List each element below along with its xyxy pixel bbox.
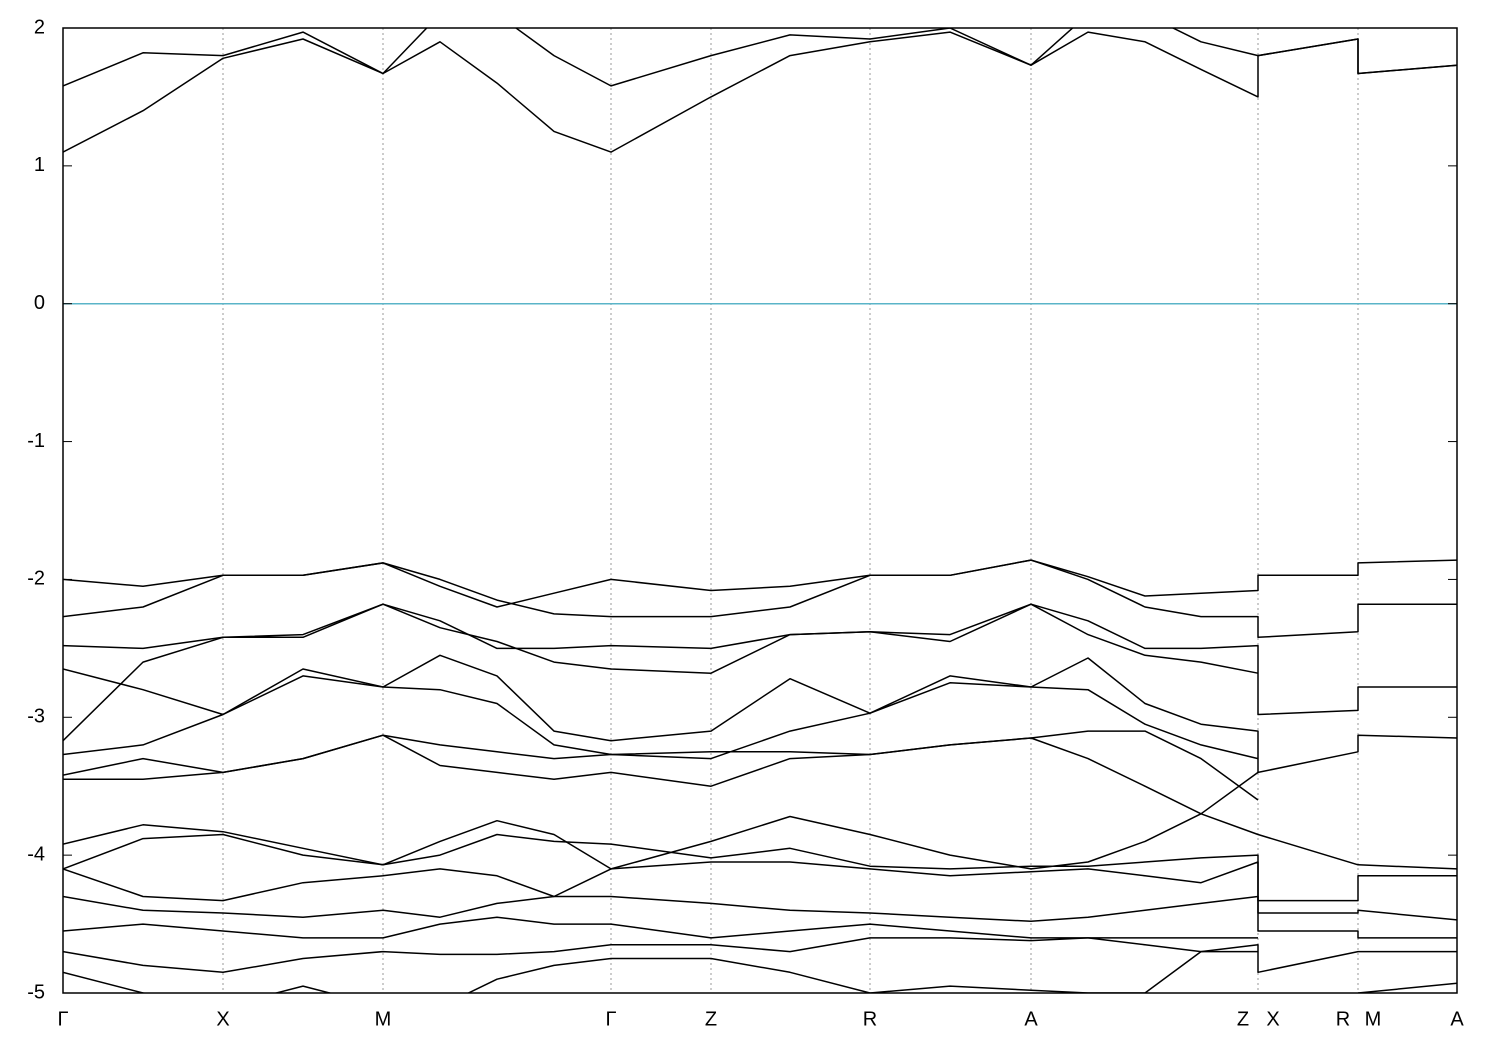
x-tick-label: M <box>375 1008 392 1030</box>
band-line <box>63 654 1457 774</box>
band-line <box>63 28 1457 87</box>
x-tick-label: M <box>1365 1008 1382 1030</box>
y-tick-label: -1 <box>27 430 45 452</box>
x-tick-label: Z <box>1237 1008 1249 1030</box>
y-tick-label: 0 <box>34 292 45 314</box>
band-line <box>63 559 1457 639</box>
band-line <box>63 603 1259 742</box>
x-tick-label: X <box>1266 1008 1279 1030</box>
band-line <box>63 559 1457 608</box>
x-tick-label: A <box>1024 1008 1038 1030</box>
band-line <box>63 937 1258 974</box>
band-line <box>63 734 1259 815</box>
x-tick-label: Z <box>705 1008 717 1030</box>
x-tick-label: R <box>1336 1008 1350 1030</box>
y-tick-label: 1 <box>34 154 45 176</box>
band-line <box>63 730 1259 801</box>
band-line <box>63 31 1457 153</box>
band-line <box>63 861 1457 921</box>
y-tick-label: -4 <box>27 843 45 865</box>
y-tick-label: 2 <box>34 16 45 38</box>
band-line <box>63 895 1457 939</box>
band-line <box>63 916 1457 974</box>
y-tick-label: -5 <box>27 981 45 1003</box>
band-line <box>63 950 1457 993</box>
plot-frame <box>62 27 1458 994</box>
x-tick-label: X <box>216 1008 229 1030</box>
y-tick-label: -3 <box>27 706 45 728</box>
band-line <box>63 668 1259 760</box>
y-tick-label: -2 <box>27 568 45 590</box>
x-tick-label: Γ <box>57 1008 68 1030</box>
x-tick-label: A <box>1450 1008 1464 1030</box>
band-line <box>63 813 1457 870</box>
x-tick-label: Γ <box>605 1008 616 1030</box>
x-tick-label: R <box>863 1008 877 1030</box>
grid <box>62 28 1458 993</box>
bands <box>63 28 1457 993</box>
band-line <box>63 833 1457 902</box>
